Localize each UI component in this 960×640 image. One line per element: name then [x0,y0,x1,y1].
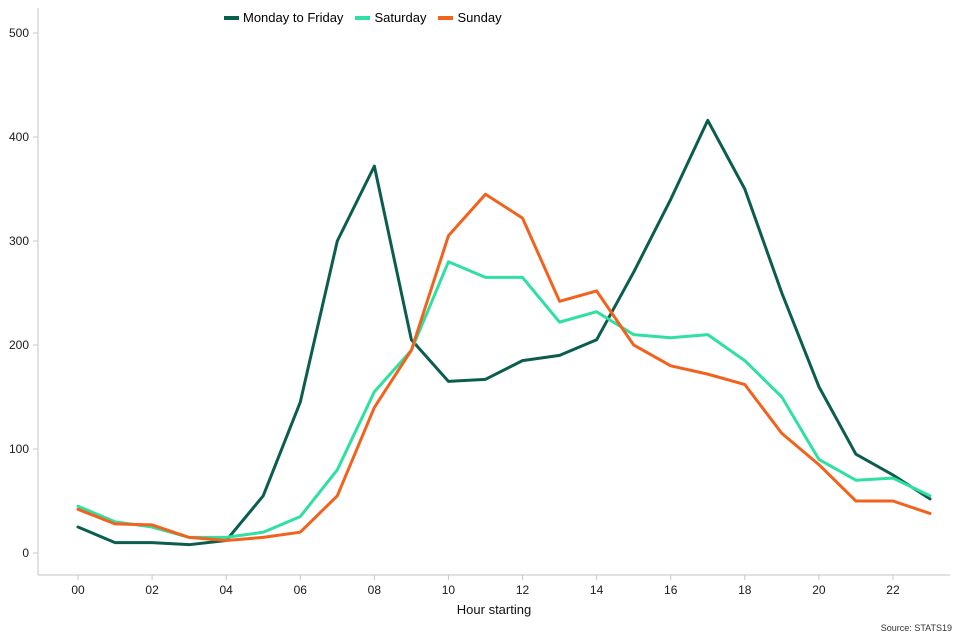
svg-text:10: 10 [442,583,456,597]
legend-item-monday-to-friday: Monday to Friday [224,10,343,25]
svg-text:04: 04 [219,583,233,597]
svg-text:100: 100 [9,442,29,456]
svg-text:14: 14 [590,583,604,597]
x-axis-title: Hour starting [456,602,532,617]
svg-text:0: 0 [22,546,29,560]
svg-text:16: 16 [664,583,678,597]
svg-text:400: 400 [9,130,29,144]
legend-label-saturday: Saturday [374,10,427,25]
svg-text:08: 08 [368,583,382,597]
source-note: Source: STATS19 [880,623,952,633]
chart-legend: Monday to Friday Saturday Sunday [224,10,502,25]
svg-text:06: 06 [294,583,308,597]
legend-label-monday-to-friday: Monday to Friday [243,10,344,25]
legend-label-sunday: Sunday [457,10,502,25]
svg-text:02: 02 [145,583,159,597]
legend-swatch-saturday [355,15,371,20]
svg-text:300: 300 [9,234,29,248]
svg-text:500: 500 [9,26,29,40]
legend-item-sunday: Sunday [438,10,502,25]
svg-text:18: 18 [738,583,752,597]
legend-item-saturday: Saturday [355,10,426,25]
svg-text:20: 20 [812,583,826,597]
svg-text:00: 00 [71,583,85,597]
svg-text:22: 22 [886,583,900,597]
svg-text:12: 12 [516,583,530,597]
legend-swatch-sunday [438,15,454,20]
legend-swatch-monday-to-friday [224,15,239,20]
svg-text:200: 200 [9,338,29,352]
